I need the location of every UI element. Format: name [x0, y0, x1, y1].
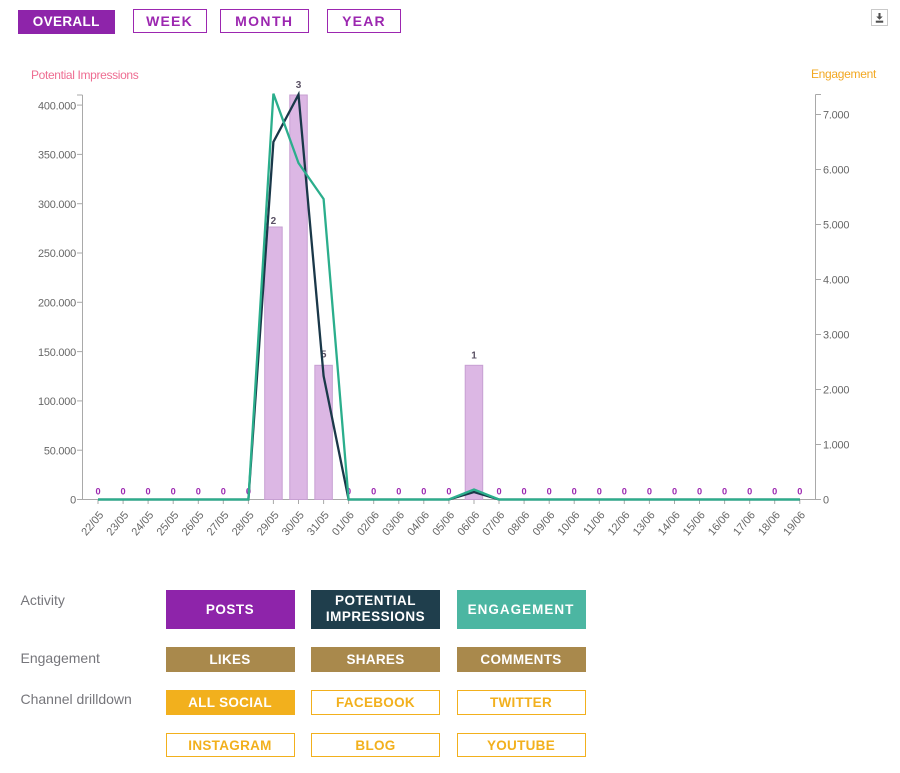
svg-text:0: 0 — [547, 487, 552, 497]
svg-text:Potential Impressions: Potential Impressions — [31, 68, 139, 82]
svg-text:19/06: 19/06 — [781, 509, 808, 538]
svg-text:7.000: 7.000 — [823, 110, 849, 122]
svg-text:0: 0 — [597, 487, 602, 497]
svg-text:28/05: 28/05 — [230, 509, 257, 538]
svg-text:0: 0 — [146, 487, 151, 497]
svg-text:24/05: 24/05 — [130, 509, 157, 538]
svg-text:0: 0 — [747, 487, 752, 497]
svg-text:100.000: 100.000 — [38, 396, 76, 408]
svg-text:01/06: 01/06 — [330, 509, 357, 538]
svg-text:0: 0 — [446, 487, 451, 497]
svg-text:0: 0 — [496, 487, 501, 497]
svg-text:05/06: 05/06 — [430, 509, 457, 538]
svg-text:27/05: 27/05 — [205, 509, 232, 538]
svg-text:0: 0 — [672, 487, 677, 497]
svg-text:09/06: 09/06 — [531, 509, 558, 538]
svg-text:10/06: 10/06 — [556, 509, 583, 538]
svg-text:3.000: 3.000 — [823, 330, 849, 342]
svg-text:0: 0 — [70, 495, 76, 507]
svg-text:250.000: 250.000 — [38, 248, 76, 260]
svg-text:11/06: 11/06 — [581, 509, 607, 537]
svg-text:23/05: 23/05 — [105, 509, 132, 538]
svg-text:26/05: 26/05 — [180, 509, 207, 538]
svg-text:22/05: 22/05 — [79, 509, 106, 538]
svg-text:Engagement: Engagement — [811, 67, 877, 81]
svg-text:13/06: 13/06 — [631, 509, 658, 538]
svg-text:0: 0 — [95, 487, 100, 497]
svg-text:14/06: 14/06 — [656, 509, 683, 538]
svg-text:2.000: 2.000 — [823, 385, 849, 397]
svg-text:16/06: 16/06 — [706, 509, 733, 538]
svg-text:0: 0 — [371, 487, 376, 497]
svg-text:2: 2 — [271, 216, 277, 227]
svg-text:5.000: 5.000 — [823, 220, 849, 232]
svg-text:1: 1 — [471, 351, 477, 362]
svg-text:5: 5 — [321, 350, 327, 361]
svg-text:4.000: 4.000 — [823, 275, 849, 287]
svg-text:3: 3 — [296, 80, 302, 91]
svg-text:0: 0 — [221, 487, 226, 497]
svg-text:15/06: 15/06 — [681, 509, 708, 538]
svg-text:0: 0 — [196, 487, 201, 497]
svg-text:0: 0 — [396, 487, 401, 497]
svg-text:0: 0 — [171, 487, 176, 497]
svg-text:06/06: 06/06 — [455, 509, 482, 538]
svg-text:31/05: 31/05 — [305, 509, 332, 538]
svg-text:0: 0 — [797, 487, 802, 497]
svg-text:17/06: 17/06 — [731, 509, 758, 538]
svg-text:0: 0 — [421, 487, 426, 497]
svg-text:02/06: 02/06 — [355, 509, 382, 538]
svg-text:6.000: 6.000 — [823, 165, 849, 177]
svg-text:50.000: 50.000 — [44, 445, 76, 457]
svg-text:18/06: 18/06 — [756, 509, 783, 538]
svg-text:03/06: 03/06 — [380, 509, 407, 538]
svg-text:300.000: 300.000 — [38, 199, 76, 211]
svg-text:25/05: 25/05 — [155, 509, 182, 538]
svg-text:150.000: 150.000 — [38, 347, 76, 359]
svg-text:0: 0 — [572, 487, 577, 497]
svg-text:04/06: 04/06 — [405, 509, 432, 538]
svg-text:1.000: 1.000 — [823, 440, 849, 452]
svg-text:0: 0 — [722, 487, 727, 497]
svg-text:30/05: 30/05 — [280, 509, 307, 538]
svg-text:0: 0 — [697, 487, 702, 497]
svg-text:0: 0 — [647, 487, 652, 497]
svg-text:07/06: 07/06 — [480, 509, 507, 538]
svg-text:0: 0 — [121, 487, 126, 497]
svg-text:08/06: 08/06 — [506, 509, 533, 538]
svg-text:0: 0 — [772, 487, 777, 497]
svg-text:29/05: 29/05 — [255, 509, 282, 538]
svg-text:0: 0 — [622, 487, 627, 497]
svg-text:0: 0 — [823, 495, 829, 507]
svg-text:0: 0 — [522, 487, 527, 497]
svg-text:12/06: 12/06 — [606, 509, 633, 538]
svg-text:200.000: 200.000 — [38, 298, 76, 310]
svg-text:350.000: 350.000 — [38, 150, 76, 162]
svg-text:400.000: 400.000 — [38, 100, 76, 112]
